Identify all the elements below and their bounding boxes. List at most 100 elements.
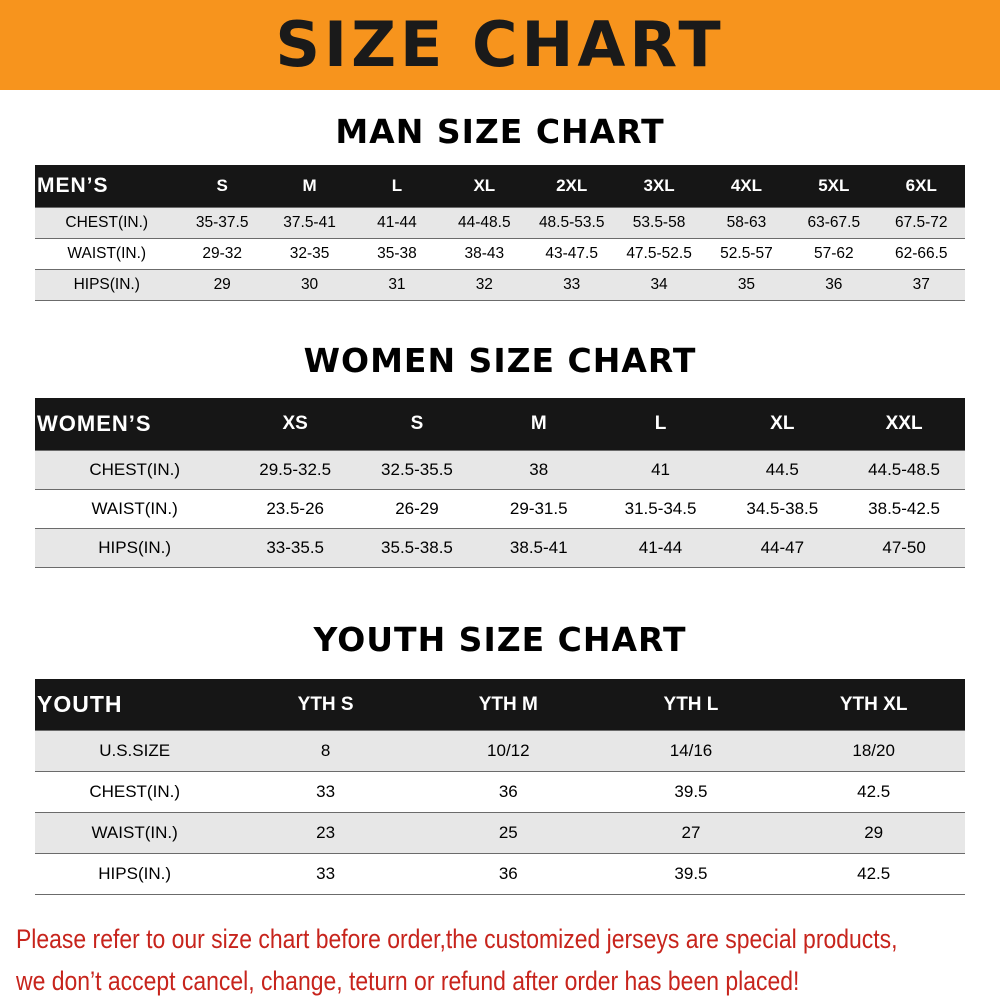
column-header: XL xyxy=(721,398,844,451)
table-cell: 41 xyxy=(599,450,722,490)
table-cell: 26-29 xyxy=(356,489,478,529)
column-header: L xyxy=(353,165,441,208)
youth-size-section: YOUTH SIZE CHART YOUTH YTH S YTH M YTH L YTH… xyxy=(0,620,1000,895)
table-cell: 35-38 xyxy=(353,238,441,270)
row-label: CHEST(IN.) xyxy=(35,450,235,490)
column-header: 2XL xyxy=(528,165,616,208)
table-row: HIPS(IN.) 29 30 31 32 33 34 35 36 37 xyxy=(35,269,965,301)
column-header: 3XL xyxy=(615,165,703,208)
table-corner-label: WOMEN’S xyxy=(35,398,235,451)
table-row: HIPS(IN.) 33-35.5 35.5-38.5 38.5-41 41-44 44-… xyxy=(35,528,965,568)
table-cell: 37 xyxy=(877,269,965,301)
column-header: S xyxy=(178,165,266,208)
banner: SIZE CHART xyxy=(0,0,1000,90)
youth-size-table: YOUTH YTH S YTH M YTH L YTH XL U.S.SIZE 8 10/12… xyxy=(35,679,965,895)
column-header: 4XL xyxy=(702,165,791,208)
table-cell: 38.5-42.5 xyxy=(843,489,965,529)
row-label: CHEST(IN.) xyxy=(35,207,179,239)
table-cell: 18/20 xyxy=(782,730,965,772)
table-cell: 25 xyxy=(416,812,600,854)
table-cell: 31.5-34.5 xyxy=(599,489,722,529)
table-cell: 39.5 xyxy=(599,771,783,813)
disclaimer-line-2: we don’t accept cancel, change, teturn o… xyxy=(16,966,800,997)
table-cell: 8 xyxy=(234,730,417,772)
row-label: WAIST(IN.) xyxy=(35,812,235,854)
table-cell: 36 xyxy=(416,853,600,895)
table-cell: 36 xyxy=(416,771,600,813)
table-cell: 33 xyxy=(234,771,417,813)
table-corner-label: MEN’S xyxy=(35,165,179,208)
column-header: M xyxy=(265,165,354,208)
row-label: WAIST(IN.) xyxy=(35,489,235,529)
women-size-table: WOMEN’S XS S M L XL XXL CHEST(IN.) 29.5-32.5 32.5… xyxy=(35,398,965,568)
table-cell: 38 xyxy=(477,450,600,490)
table-cell: 34.5-38.5 xyxy=(721,489,844,529)
table-cell: 35.5-38.5 xyxy=(356,528,478,568)
table-row: CHEST(IN.) 29.5-32.5 32.5-35.5 38 41 44.5 44.5… xyxy=(35,450,965,490)
table-cell: 44.5 xyxy=(721,450,844,490)
table-cell: 39.5 xyxy=(599,853,783,895)
table-cell: 29 xyxy=(782,812,965,854)
column-header: 5XL xyxy=(790,165,878,208)
table-cell: 53.5-58 xyxy=(615,207,703,239)
table-cell: 33-35.5 xyxy=(234,528,357,568)
table-cell: 23 xyxy=(234,812,417,854)
table-cell: 29-31.5 xyxy=(477,489,600,529)
table-cell: 32.5-35.5 xyxy=(356,450,478,490)
table-cell: 47-50 xyxy=(843,528,965,568)
row-label: U.S.SIZE xyxy=(35,730,235,772)
table-row: WAIST(IN.) 23.5-26 26-29 29-31.5 31.5-34.5 34… xyxy=(35,489,965,529)
table-cell: 67.5-72 xyxy=(877,207,965,239)
disclaimer-note: Please refer to our size chart before or… xyxy=(16,921,1000,1000)
size-table: MEN’S S M L XL 2XL 3XL 4XL 5XL 6XL CHEST(IN.) 35-37… xyxy=(35,165,965,301)
table-row: WAIST(IN.) 29-32 32-35 35-38 38-43 43-47.5 47.… xyxy=(35,238,965,270)
column-header: YTH M xyxy=(416,679,600,731)
column-header: YTH XL xyxy=(782,679,965,731)
row-label: HIPS(IN.) xyxy=(35,853,235,895)
table-cell: 32 xyxy=(440,269,528,301)
column-header: 6XL xyxy=(877,165,965,208)
table-cell: 29 xyxy=(178,269,266,301)
table-cell: 63-67.5 xyxy=(790,207,878,239)
table-cell: 37.5-41 xyxy=(265,207,354,239)
column-header: XXL xyxy=(843,398,965,451)
row-label: HIPS(IN.) xyxy=(35,528,235,568)
table-cell: 38-43 xyxy=(440,238,528,270)
row-label: HIPS(IN.) xyxy=(35,269,179,301)
table-cell: 23.5-26 xyxy=(234,489,357,529)
column-header: S xyxy=(356,398,478,451)
table-cell: 41-44 xyxy=(353,207,441,239)
table-cell: 31 xyxy=(353,269,441,301)
table-cell: 42.5 xyxy=(782,853,965,895)
table-cell: 44.5-48.5 xyxy=(843,450,965,490)
size-table: YOUTH YTH S YTH M YTH L YTH XL U.S.SIZE 8 10/12… xyxy=(35,679,965,895)
row-label: WAIST(IN.) xyxy=(35,238,179,270)
column-header: M xyxy=(477,398,600,451)
table-cell: 36 xyxy=(790,269,878,301)
column-header: YTH L xyxy=(599,679,783,731)
row-label: CHEST(IN.) xyxy=(35,771,235,813)
table-cell: 34 xyxy=(615,269,703,301)
table-cell: 33 xyxy=(528,269,616,301)
table-cell: 27 xyxy=(599,812,783,854)
table-row: CHEST(IN.) 33 36 39.5 42.5 xyxy=(35,771,965,813)
table-row: U.S.SIZE 8 10/12 14/16 18/20 xyxy=(35,730,965,772)
table-cell: 29.5-32.5 xyxy=(234,450,357,490)
table-cell: 44-47 xyxy=(721,528,844,568)
table-cell: 30 xyxy=(265,269,354,301)
table-cell: 41-44 xyxy=(599,528,722,568)
column-header: XS xyxy=(234,398,357,451)
table-cell: 57-62 xyxy=(790,238,878,270)
table-cell: 32-35 xyxy=(265,238,354,270)
table-cell: 29-32 xyxy=(178,238,266,270)
table-cell: 14/16 xyxy=(599,730,783,772)
column-header: XL xyxy=(440,165,528,208)
men-section-title: MAN SIZE CHART xyxy=(335,112,665,151)
men-size-table: MEN’S S M L XL 2XL 3XL 4XL 5XL 6XL CHEST(IN.) 35-37… xyxy=(35,165,965,301)
disclaimer-line-1: Please refer to our size chart before or… xyxy=(16,924,898,954)
table-cell: 62-66.5 xyxy=(877,238,965,270)
table-cell: 52.5-57 xyxy=(702,238,791,270)
table-corner-label: YOUTH xyxy=(35,679,235,731)
table-cell: 58-63 xyxy=(702,207,791,239)
